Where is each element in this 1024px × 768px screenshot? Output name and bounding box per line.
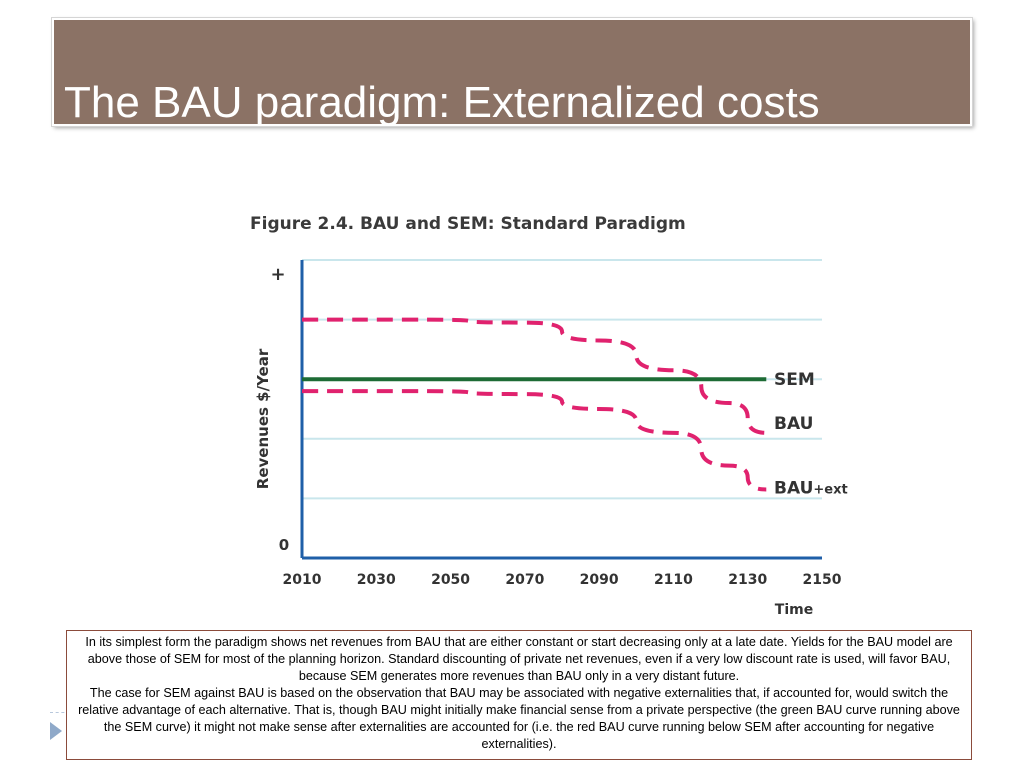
x-tick-label-2150: 2150	[803, 572, 842, 588]
y-axis-label: Revenues $/Year	[254, 348, 272, 489]
y-tick-label-plus: +	[270, 264, 285, 285]
x-tick-label-2010: 2010	[283, 572, 322, 588]
series-line-bau-ext	[302, 389, 767, 492]
series-label-main-1: SEM	[774, 370, 815, 390]
series-label-2: BAU	[774, 414, 813, 434]
series-label-3: BAU+ext	[774, 478, 848, 498]
x-tick-label-2050: 2050	[431, 572, 470, 588]
revenue-chart: Figure 2.4. BAU and SEM: Standard Paradi…	[250, 214, 848, 618]
x-axis-label: Time	[775, 602, 813, 618]
chart-title: Figure 2.4. BAU and SEM: Standard Paradi…	[250, 214, 686, 234]
slide-bullet-arrow-icon	[50, 722, 62, 740]
series-label-suffix-3: +ext	[813, 482, 847, 497]
x-tick-label-2110: 2110	[654, 572, 693, 588]
x-tick-label-2070: 2070	[505, 572, 544, 588]
x-tick-label-2030: 2030	[357, 572, 396, 588]
y-tick-label-zero: 0	[279, 536, 289, 554]
x-tick-label-2130: 2130	[728, 572, 767, 588]
caption-paragraph-2: The case for SEM against BAU is based on…	[78, 686, 960, 751]
caption-paragraph-1: In its simplest form the paradigm shows …	[85, 635, 953, 683]
series-label-1: SEM	[774, 370, 815, 390]
x-tick-label-2090: 2090	[580, 572, 619, 588]
series-label-main-3: BAU	[774, 478, 813, 498]
decorative-divider	[50, 712, 70, 713]
slide-title: The BAU paradigm: Externalized costs	[64, 78, 820, 127]
series-label-main-2: BAU	[774, 414, 813, 434]
slide-title-bar: The BAU paradigm: Externalized costs	[51, 17, 973, 127]
series-line-bau	[302, 317, 767, 435]
caption-box: In its simplest form the paradigm shows …	[66, 630, 972, 760]
